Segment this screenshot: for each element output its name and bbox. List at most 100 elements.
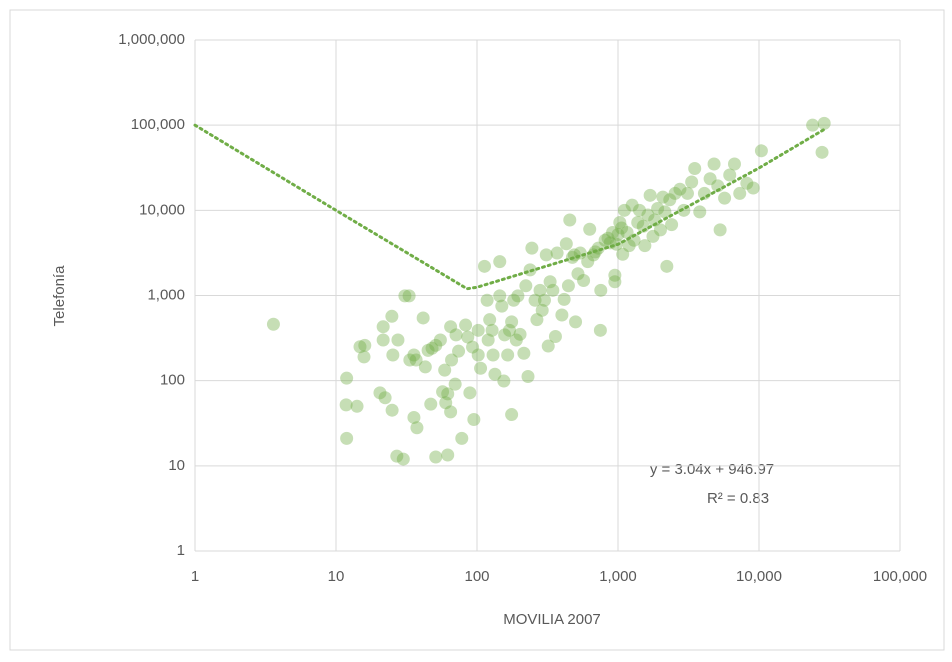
point [608,268,622,282]
point [373,386,387,400]
point [466,340,480,354]
point [533,283,547,297]
point [340,371,354,385]
point [409,353,423,367]
point [569,315,583,329]
point [485,323,499,337]
point [266,317,280,331]
point [525,241,539,255]
point [385,403,399,417]
point [713,223,727,237]
point [727,157,741,171]
point [481,333,495,347]
point [555,308,569,322]
point [559,237,573,251]
point [563,213,577,227]
point [439,396,453,410]
y-axis-title: Telefonía [51,265,68,327]
point [396,452,410,466]
point [498,328,512,342]
point [680,186,694,200]
x-tick-label: 1 [191,568,199,585]
point [543,275,557,289]
point [688,161,702,175]
point [754,144,768,158]
point [541,339,555,353]
point [477,259,491,273]
x-tick-label: 100,000 [873,568,927,585]
point [438,363,452,377]
point [615,221,629,235]
point [606,225,620,239]
point [806,118,820,132]
point [497,374,511,388]
point [817,116,831,130]
point [594,283,608,297]
point [474,361,488,375]
point [617,203,631,217]
point [463,386,477,400]
point [658,205,672,219]
point [638,239,652,253]
point [390,449,404,463]
point [353,340,367,354]
point [418,360,432,374]
point [746,181,760,195]
trendline [193,123,828,291]
point [643,188,657,202]
point [546,283,560,297]
point [507,293,521,307]
equation: y = 3.04x + 946.97 [650,461,774,478]
point [467,412,481,426]
point [459,318,473,332]
point [495,299,509,313]
point [668,186,682,200]
point [501,348,515,362]
x-tick-label: 1,000 [599,568,637,585]
point [581,255,595,269]
point [740,176,754,190]
point [651,202,665,216]
point [486,348,500,362]
point [608,275,622,289]
point [403,353,417,367]
point [707,157,721,171]
point [449,328,463,342]
point [402,289,416,303]
point [537,293,551,307]
point [663,193,677,207]
point [493,255,507,269]
point [632,203,646,217]
point [601,231,615,245]
point [398,289,412,303]
point [339,398,353,412]
point [539,248,553,262]
point [416,311,430,325]
point [378,391,392,405]
point [535,303,549,317]
point [517,346,531,360]
point [627,233,641,247]
point [433,333,447,347]
point [471,323,485,337]
point [505,315,519,329]
point [407,410,421,424]
point [656,190,670,204]
y-tick-label: 10,000 [139,201,185,218]
point [693,205,707,219]
y-tick-label: 10 [168,457,185,474]
point [616,247,630,261]
point [711,179,725,193]
point [685,175,699,189]
point [665,218,679,232]
point [424,397,438,411]
point [561,279,575,293]
point [452,344,466,358]
point [391,333,405,347]
point [340,431,354,445]
point [444,405,458,419]
point [548,330,562,344]
point [646,229,660,243]
point [480,293,494,307]
point [386,348,400,362]
